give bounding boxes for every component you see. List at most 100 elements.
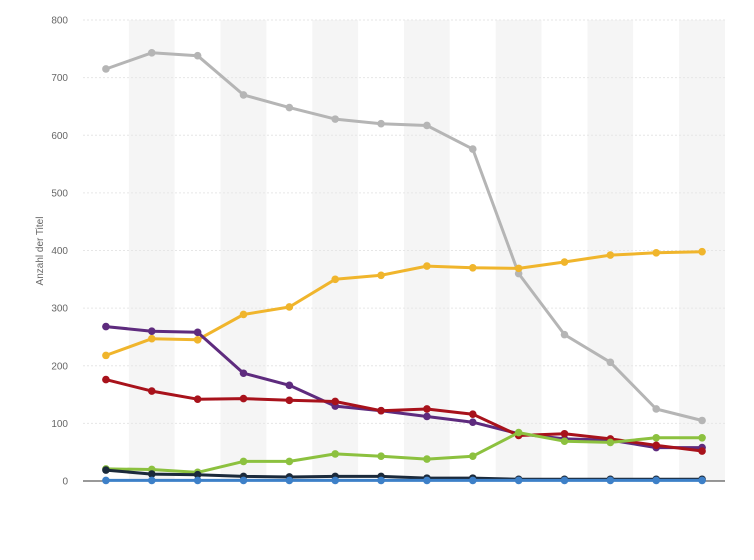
data-point[interactable] bbox=[468, 476, 477, 485]
background-band bbox=[266, 20, 313, 481]
data-point[interactable] bbox=[468, 263, 477, 272]
data-point[interactable] bbox=[102, 322, 110, 331]
series-4 bbox=[102, 375, 706, 455]
data-point[interactable] bbox=[468, 418, 477, 427]
background-bands bbox=[83, 20, 725, 481]
background-band bbox=[495, 20, 542, 481]
data-point[interactable] bbox=[423, 476, 431, 485]
data-point[interactable] bbox=[331, 397, 340, 406]
data-point[interactable] bbox=[147, 476, 156, 485]
data-point[interactable] bbox=[560, 258, 569, 266]
data-point[interactable] bbox=[606, 358, 615, 367]
data-point[interactable] bbox=[147, 334, 156, 343]
series-2 bbox=[102, 247, 706, 360]
data-point[interactable] bbox=[606, 251, 615, 259]
series-line bbox=[104, 325, 704, 450]
series-line bbox=[104, 431, 704, 474]
y-tick-label: 700 bbox=[51, 73, 68, 84]
data-point[interactable] bbox=[377, 119, 385, 128]
data-point[interactable] bbox=[698, 247, 706, 256]
data-point[interactable] bbox=[193, 328, 202, 337]
data-point[interactable] bbox=[285, 381, 294, 390]
gridlines bbox=[83, 19, 725, 424]
data-point[interactable] bbox=[102, 476, 110, 485]
data-point[interactable] bbox=[193, 51, 202, 60]
data-point[interactable] bbox=[239, 310, 248, 319]
data-point[interactable] bbox=[377, 476, 385, 485]
data-point[interactable] bbox=[147, 49, 156, 57]
data-point[interactable] bbox=[239, 476, 248, 485]
data-point[interactable] bbox=[331, 115, 340, 123]
data-point[interactable] bbox=[285, 457, 294, 466]
data-point[interactable] bbox=[606, 438, 615, 447]
background-band bbox=[587, 20, 634, 481]
data-point[interactable] bbox=[468, 145, 477, 153]
data-point[interactable] bbox=[423, 262, 431, 270]
data-point[interactable] bbox=[193, 476, 202, 485]
data-point[interactable] bbox=[560, 437, 569, 446]
y-tick-label: 300 bbox=[51, 304, 68, 315]
background-band bbox=[83, 20, 129, 481]
data-point[interactable] bbox=[423, 121, 431, 130]
data-point[interactable] bbox=[652, 249, 661, 257]
y-axis-ticks: 0 100 200 300 400 500 600 700 800 bbox=[51, 16, 68, 488]
data-point[interactable] bbox=[514, 428, 523, 437]
data-point[interactable] bbox=[285, 303, 294, 311]
series-layer bbox=[102, 49, 706, 485]
data-point[interactable] bbox=[560, 476, 569, 485]
data-point[interactable] bbox=[147, 327, 156, 335]
data-point[interactable] bbox=[102, 466, 110, 474]
data-point[interactable] bbox=[331, 275, 340, 284]
data-point[interactable] bbox=[423, 455, 431, 463]
data-point[interactable] bbox=[514, 264, 523, 273]
data-point[interactable] bbox=[468, 452, 477, 461]
data-point[interactable] bbox=[239, 369, 248, 378]
data-point[interactable] bbox=[193, 470, 202, 479]
data-point[interactable] bbox=[285, 476, 294, 485]
y-tick-label: 800 bbox=[51, 16, 68, 27]
data-point[interactable] bbox=[377, 271, 385, 280]
y-tick-label: 600 bbox=[51, 131, 68, 142]
data-point[interactable] bbox=[239, 91, 248, 99]
data-point[interactable] bbox=[193, 336, 202, 344]
data-point[interactable] bbox=[239, 457, 248, 466]
data-point[interactable] bbox=[652, 441, 661, 450]
y-tick-label: 500 bbox=[51, 188, 68, 199]
background-band bbox=[174, 20, 221, 481]
data-point[interactable] bbox=[147, 387, 156, 395]
data-point[interactable] bbox=[377, 406, 385, 415]
data-point[interactable] bbox=[102, 65, 110, 73]
y-tick-label: 200 bbox=[51, 361, 68, 372]
data-point[interactable] bbox=[698, 416, 706, 425]
data-point[interactable] bbox=[606, 476, 615, 485]
data-point[interactable] bbox=[423, 405, 431, 413]
series-1 bbox=[102, 49, 706, 425]
data-point[interactable] bbox=[698, 447, 706, 455]
data-point[interactable] bbox=[652, 433, 661, 442]
data-point[interactable] bbox=[102, 351, 110, 360]
y-axis-label: Anzahl der Titel bbox=[35, 217, 46, 286]
data-point[interactable] bbox=[102, 375, 110, 384]
data-point[interactable] bbox=[652, 476, 661, 485]
data-point[interactable] bbox=[331, 476, 340, 485]
data-point[interactable] bbox=[331, 450, 340, 458]
data-point[interactable] bbox=[239, 394, 248, 403]
series-line bbox=[104, 378, 704, 453]
data-point[interactable] bbox=[468, 410, 477, 418]
data-point[interactable] bbox=[698, 476, 706, 485]
data-point[interactable] bbox=[285, 396, 294, 405]
data-point[interactable] bbox=[698, 433, 706, 442]
y-tick-label: 400 bbox=[51, 246, 68, 257]
data-point[interactable] bbox=[285, 103, 294, 112]
data-point[interactable] bbox=[652, 405, 661, 413]
data-point[interactable] bbox=[423, 412, 431, 421]
data-point[interactable] bbox=[193, 395, 202, 403]
series-7 bbox=[102, 476, 706, 485]
data-point[interactable] bbox=[147, 470, 156, 478]
data-point[interactable] bbox=[514, 476, 523, 485]
data-point[interactable] bbox=[560, 429, 569, 438]
data-point[interactable] bbox=[560, 330, 569, 339]
series-line bbox=[104, 250, 704, 357]
data-point[interactable] bbox=[377, 452, 385, 461]
